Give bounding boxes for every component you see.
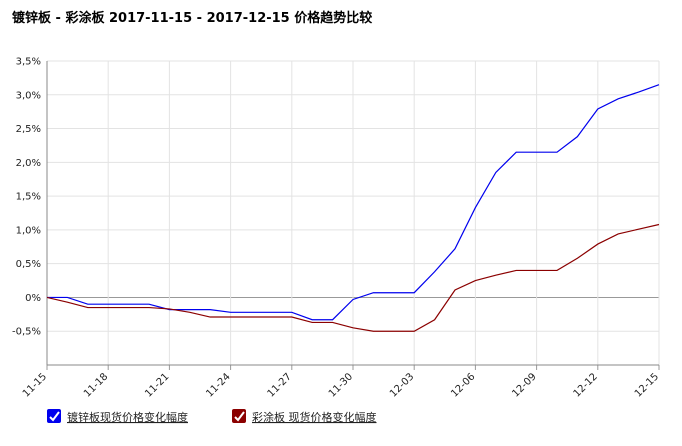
legend-checkbox[interactable] [47, 409, 61, 423]
legend-check [234, 411, 245, 422]
x-tick-label: 12-15 [633, 371, 661, 399]
series-line [46, 223, 660, 332]
x-tick-label: 12-12 [572, 371, 600, 399]
y-tick-label: -0,5% [12, 327, 41, 338]
x-tick-label: 12-03 [388, 371, 416, 399]
y-tick-label: 2,0% [16, 158, 41, 169]
series-line [47, 84, 660, 321]
legend-checkbox[interactable] [232, 409, 246, 423]
legend-label[interactable]: 彩涂板 现货价格变化幅度 [252, 410, 377, 424]
legend-label[interactable]: 镀锌板现货价格变化幅度 [67, 410, 188, 424]
y-tick-label: 0,5% [16, 259, 41, 270]
x-tick-label: 11-27 [266, 371, 294, 399]
y-tick-label: 3,5% [16, 57, 41, 68]
x-tick-label: 11-18 [82, 371, 110, 399]
y-tick-label: 3,0% [16, 90, 41, 101]
x-tick-label: 11-21 [143, 371, 171, 399]
x-tick-label: 11-30 [327, 371, 355, 399]
x-tick-label: 11-15 [21, 371, 49, 399]
chart-title: 镀锌板 - 彩涂板 2017-11-15 - 2017-12-15 价格趋势比较 [12, 10, 372, 26]
x-tick-label: 11-24 [204, 371, 232, 399]
x-tick-label: 12-09 [510, 371, 538, 399]
y-tick-label: 1,0% [16, 225, 41, 236]
x-tick-label: 12-06 [449, 371, 477, 399]
y-tick-label: 2,5% [16, 124, 41, 135]
y-tick-label: 0% [25, 293, 41, 304]
legend-check [49, 411, 60, 422]
y-tick-label: 1,5% [16, 192, 41, 203]
